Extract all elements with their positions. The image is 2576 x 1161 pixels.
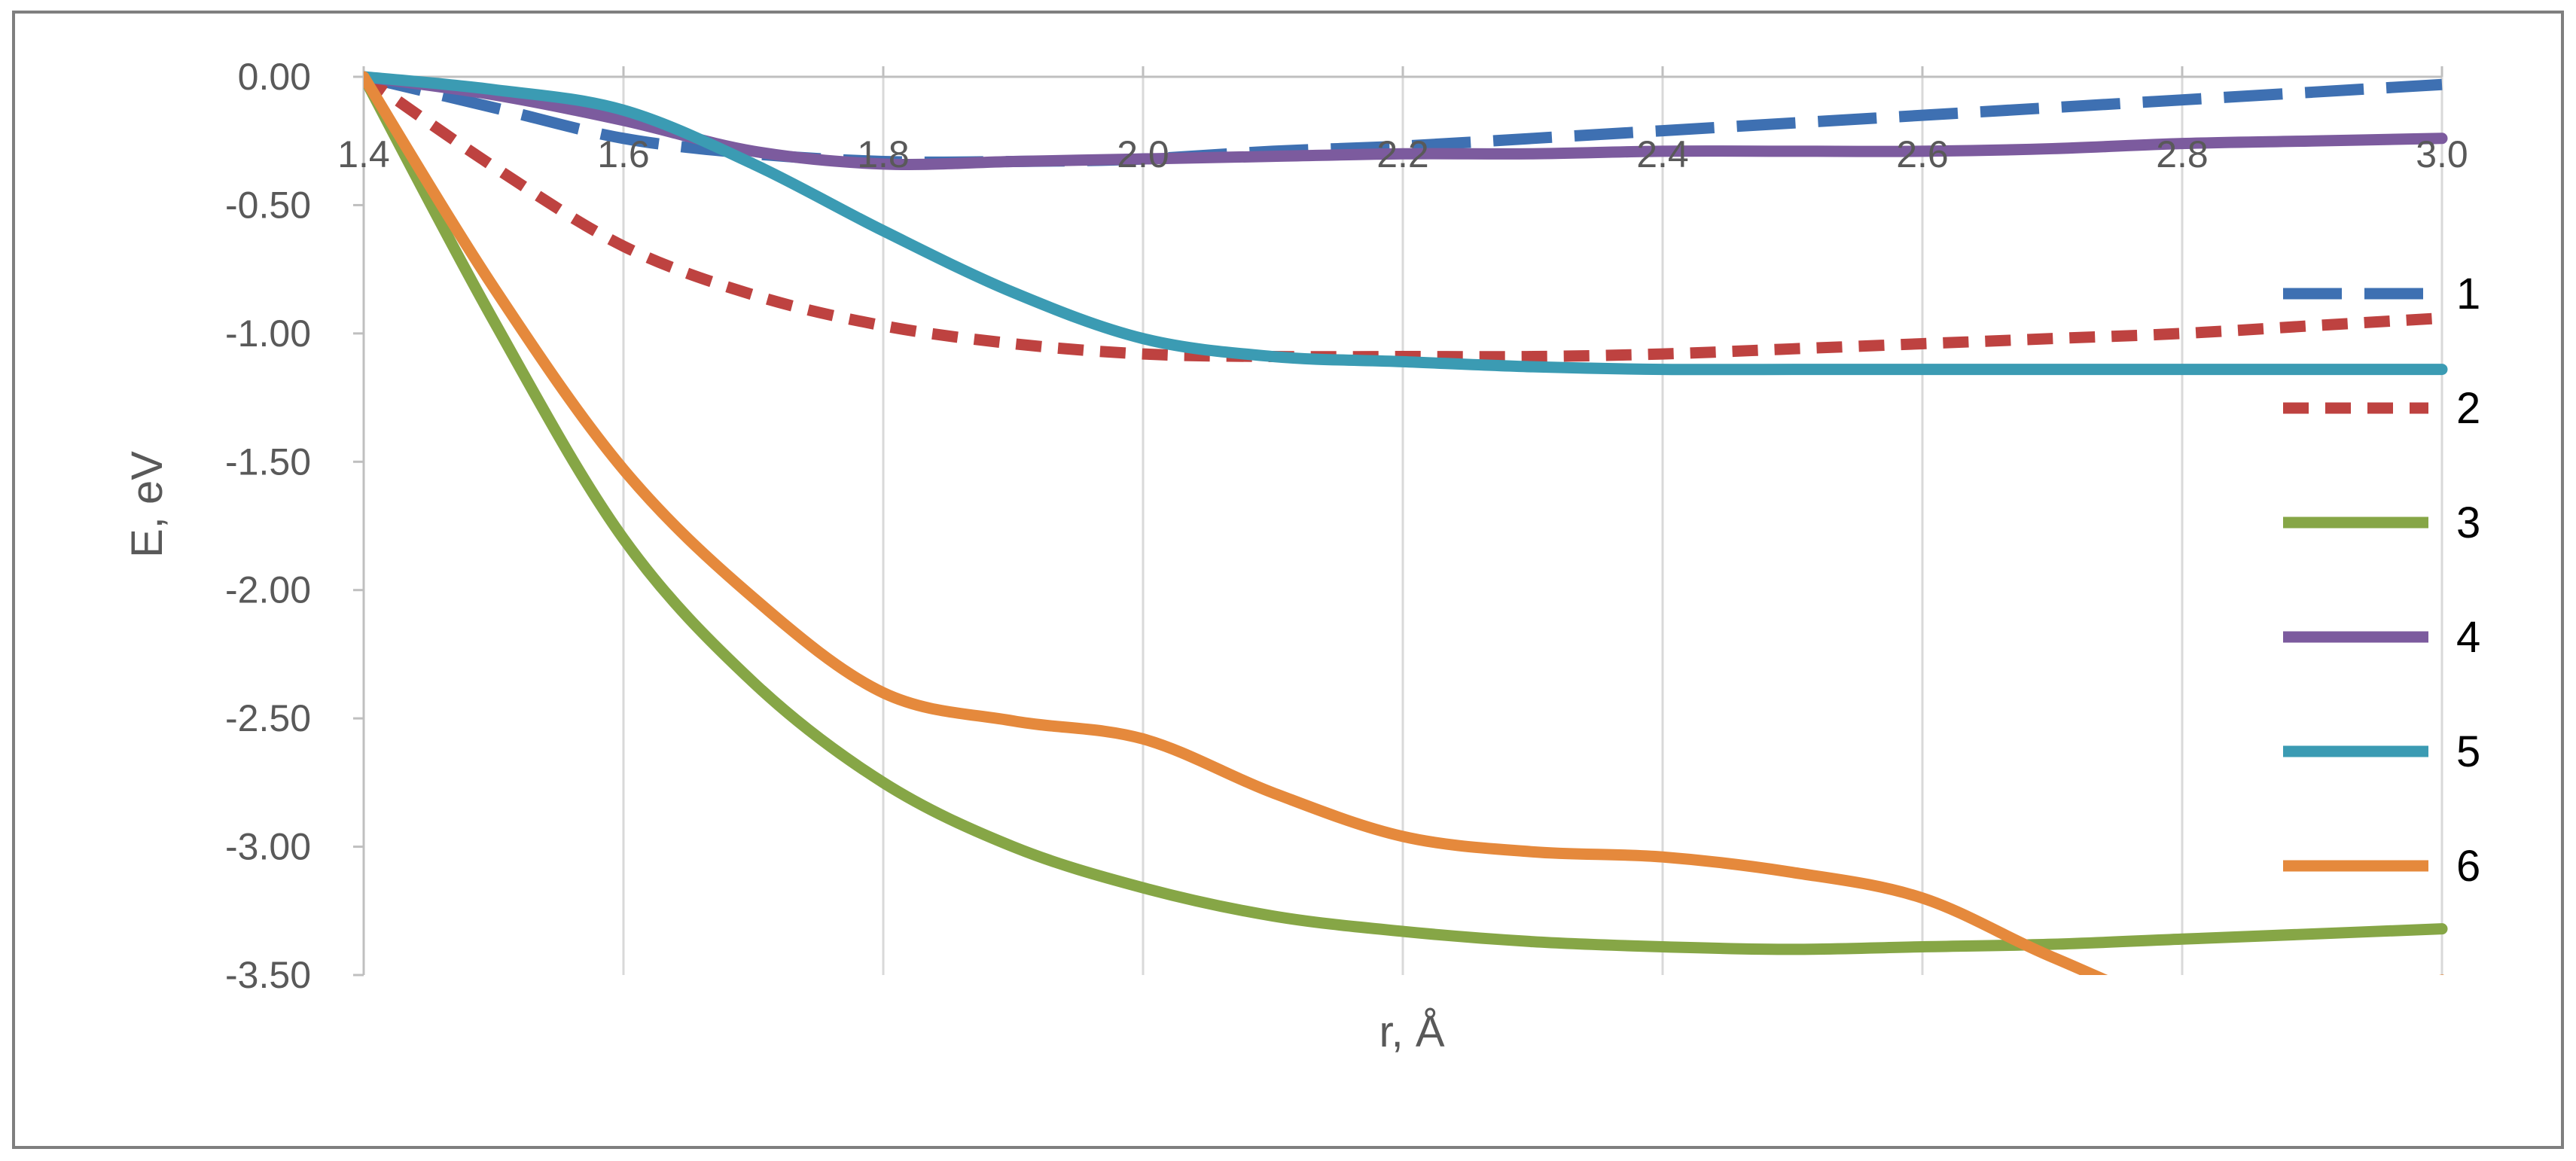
y-axis-title: E, eV (123, 451, 172, 558)
series-line-5 (364, 71, 2448, 376)
y-tick-label: -0.50 (225, 184, 311, 226)
y-tick-label: -2.50 (225, 697, 311, 739)
x-tick-label: 1.4 (337, 133, 390, 175)
x-tick-label: 2.4 (1636, 133, 1689, 175)
x-tick-label: 2.0 (1117, 133, 1169, 175)
y-tick-label: -3.50 (225, 954, 311, 996)
series-layer (364, 71, 2448, 975)
x-tick-label: 2.6 (1896, 133, 1949, 175)
x-tick-label: 1.6 (597, 133, 650, 175)
y-tick-label: -3.00 (225, 826, 311, 868)
x-axis-title: r, Å (1379, 1007, 1444, 1056)
legend-label-5: 5 (2456, 727, 2480, 776)
y-tick-label: -1.50 (225, 440, 311, 483)
legend-label-3: 3 (2456, 498, 2480, 547)
series-line-3 (364, 71, 2448, 955)
legend-label-6: 6 (2456, 842, 2480, 891)
axes (353, 66, 2443, 977)
x-tick-label: 2.2 (1376, 133, 1429, 175)
x-tick-labels: 1.4 1.6 1.8 2.0 2.2 2.4 2.6 2.8 3.0 (337, 133, 2468, 175)
y-tick-label: -1.00 (225, 312, 311, 355)
legend-label-4: 4 (2456, 613, 2480, 662)
y-tick-labels: 0.00 -0.50 -1.00 -1.50 -2.00 -2.50 -3.00 -3.50 (225, 56, 311, 996)
legend: 1 2 3 4 5 6 (2283, 270, 2480, 891)
x-tick-label: 2.8 (2156, 133, 2209, 175)
x-tick-label: 1.8 (857, 133, 910, 175)
series-line-6 (364, 71, 2444, 975)
y-tick-label: 0.00 (238, 56, 311, 98)
y-tick-label: -2.00 (225, 569, 311, 611)
x-tick-label: 3.0 (2416, 133, 2468, 175)
chart-border (12, 11, 2564, 1149)
legend-label-2: 2 (2456, 384, 2480, 433)
legend-label-1: 1 (2456, 270, 2480, 318)
